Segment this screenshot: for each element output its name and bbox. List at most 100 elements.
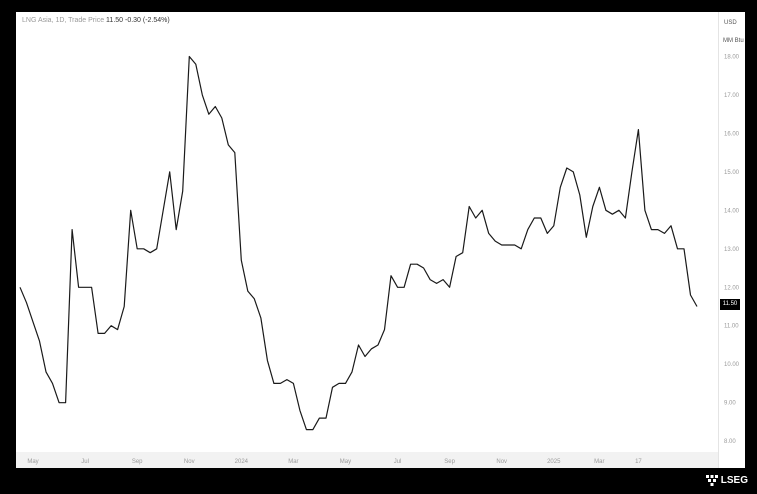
data-point <box>162 209 164 211</box>
data-point <box>351 371 353 373</box>
y-tick-label: 15.00 <box>724 170 740 176</box>
data-point <box>442 278 444 280</box>
data-point <box>546 232 548 234</box>
data-point <box>188 55 190 57</box>
data-point <box>77 286 79 288</box>
data-point <box>696 305 698 307</box>
data-point <box>182 190 184 192</box>
data-point <box>201 94 203 96</box>
data-point <box>429 278 431 280</box>
data-point <box>240 259 242 261</box>
data-point <box>299 409 301 411</box>
data-point <box>605 209 607 211</box>
x-tick-label: Sep <box>132 459 143 465</box>
x-tick-label: Nov <box>184 459 195 465</box>
data-point <box>624 217 626 219</box>
y-tick-label: 10.00 <box>724 362 740 368</box>
x-tick-label: Jul <box>394 459 402 465</box>
data-point <box>487 232 489 234</box>
data-point <box>305 428 307 430</box>
data-point <box>234 151 236 153</box>
x-tick-label: May <box>340 459 351 465</box>
y-tick-label: 9.00 <box>724 401 736 407</box>
data-point <box>97 332 99 334</box>
data-point <box>227 144 229 146</box>
data-point <box>156 248 158 250</box>
data-point <box>195 63 197 65</box>
y-tick-label: 18.00 <box>724 54 740 60</box>
data-point <box>90 286 92 288</box>
data-point <box>344 382 346 384</box>
time-axis-strip[interactable] <box>16 452 718 468</box>
data-point <box>169 171 171 173</box>
data-point <box>435 282 437 284</box>
data-point <box>650 228 652 230</box>
data-point <box>208 113 210 115</box>
data-point <box>279 382 281 384</box>
data-point <box>32 321 34 323</box>
data-point <box>273 382 275 384</box>
data-point <box>364 355 366 357</box>
y-tick-label: 16.00 <box>724 131 740 137</box>
data-point <box>566 167 568 169</box>
data-point <box>123 305 125 307</box>
data-point <box>514 244 516 246</box>
data-point <box>292 382 294 384</box>
data-point <box>579 194 581 196</box>
data-point <box>383 328 385 330</box>
y-tick-label: 17.00 <box>724 93 740 99</box>
data-point <box>455 255 457 257</box>
data-point <box>357 344 359 346</box>
data-point <box>377 344 379 346</box>
chart-legend: LNG Asia, 1D, Trade Price 11.50 -0.30 (-… <box>22 17 170 24</box>
x-tick-label: Sep <box>444 459 455 465</box>
brand-name: LSEG <box>720 475 748 486</box>
data-point <box>149 251 151 253</box>
data-point <box>481 209 483 211</box>
data-point <box>663 232 665 234</box>
data-point <box>689 294 691 296</box>
data-point <box>390 275 392 277</box>
data-point <box>559 186 561 188</box>
plot-area[interactable] <box>16 12 718 468</box>
data-point <box>683 248 685 250</box>
data-point <box>331 386 333 388</box>
data-point <box>468 205 470 207</box>
data-point <box>142 248 144 250</box>
data-point <box>416 263 418 265</box>
data-point <box>318 417 320 419</box>
data-point <box>110 325 112 327</box>
price-axis-panel[interactable] <box>718 12 745 468</box>
data-point <box>637 128 639 130</box>
y-tick-label: 14.00 <box>724 208 740 214</box>
x-tick-label: Jul <box>81 459 89 465</box>
y-tick-label: 12.00 <box>724 285 740 291</box>
data-point <box>214 105 216 107</box>
data-point <box>129 209 131 211</box>
data-point <box>572 171 574 173</box>
data-point <box>38 340 40 342</box>
data-point <box>644 209 646 211</box>
data-point <box>553 225 555 227</box>
data-point <box>25 301 27 303</box>
data-point <box>592 205 594 207</box>
price-series-line <box>19 55 698 431</box>
data-point <box>51 382 53 384</box>
data-point <box>598 186 600 188</box>
x-tick-label: Mar <box>288 459 298 465</box>
data-point <box>396 286 398 288</box>
y-tick-label: 13.00 <box>724 247 740 253</box>
last-price-tag: 11.50 <box>720 299 740 310</box>
data-point <box>71 228 73 230</box>
data-point <box>474 217 476 219</box>
data-point <box>116 328 118 330</box>
data-point <box>520 248 522 250</box>
data-point <box>253 298 255 300</box>
lseg-mark-icon <box>705 475 718 486</box>
data-point <box>370 348 372 350</box>
data-point <box>247 290 249 292</box>
x-tick-label: May <box>27 459 38 465</box>
y-tick-label: 8.00 <box>724 439 736 445</box>
data-point <box>670 225 672 227</box>
